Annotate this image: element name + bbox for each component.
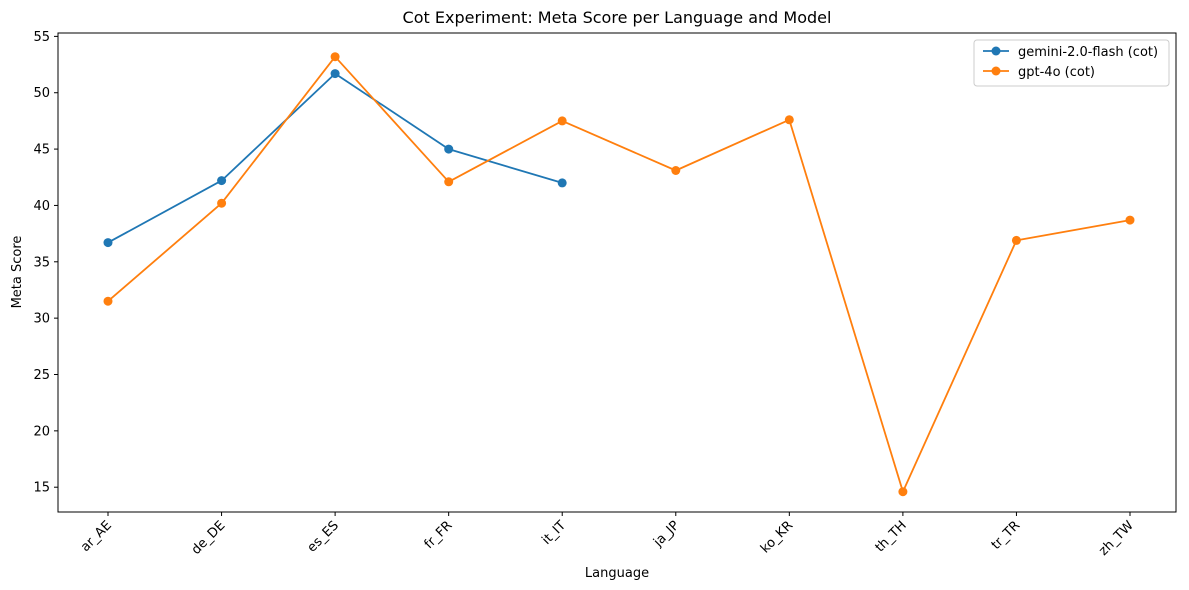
y-tick-label: 30 xyxy=(33,312,50,327)
y-tick-label: 25 xyxy=(33,368,50,383)
data-point xyxy=(444,144,454,154)
legend-entry-gemini: gemini-2.0-flash (cot) xyxy=(983,45,1158,60)
data-point xyxy=(784,115,794,125)
data-point xyxy=(444,177,454,187)
legend: gemini-2.0-flash (cot) gpt-4o (cot) xyxy=(973,39,1170,87)
y-tick-label: 15 xyxy=(33,481,50,496)
data-point xyxy=(557,116,567,126)
data-point xyxy=(898,487,908,497)
series-line xyxy=(107,55,1131,493)
series-1 xyxy=(103,52,1135,497)
data-point xyxy=(217,176,227,186)
legend-entry-gpt4o: gpt-4o (cot) xyxy=(983,65,1095,80)
data-point xyxy=(330,52,340,62)
legend-label: gemini-2.0-flash (cot) xyxy=(1018,45,1158,60)
data-point xyxy=(1125,215,1135,225)
legend-label: gpt-4o (cot) xyxy=(1018,65,1095,80)
data-point xyxy=(103,296,113,306)
x-axis-label: Language xyxy=(585,566,649,581)
data-point xyxy=(671,166,681,175)
data-point xyxy=(1011,235,1021,245)
data-point xyxy=(217,198,227,208)
y-tick-label: 20 xyxy=(33,424,50,439)
y-tick-label: 50 xyxy=(33,86,50,101)
y-tick-label: 35 xyxy=(33,255,50,270)
legend-swatch-marker xyxy=(991,66,1001,76)
y-tick-label: 55 xyxy=(33,30,50,45)
data-point xyxy=(330,69,340,79)
legend-box xyxy=(973,39,1170,87)
data-point xyxy=(557,178,567,188)
legend-swatch-marker xyxy=(991,46,1001,56)
chart-title: Cot Experiment: Meta Score per Language … xyxy=(403,8,832,27)
series-layer xyxy=(103,52,1135,497)
data-point xyxy=(103,238,113,248)
y-axis-ticks: 15 20 25 30 35 40 45 50 55 xyxy=(33,30,58,496)
y-tick-label: 45 xyxy=(33,143,50,158)
y-axis-label: Meta Score xyxy=(10,236,25,309)
plot-frame xyxy=(57,32,1177,513)
series-0 xyxy=(103,69,567,248)
y-tick-label: 40 xyxy=(33,199,50,214)
